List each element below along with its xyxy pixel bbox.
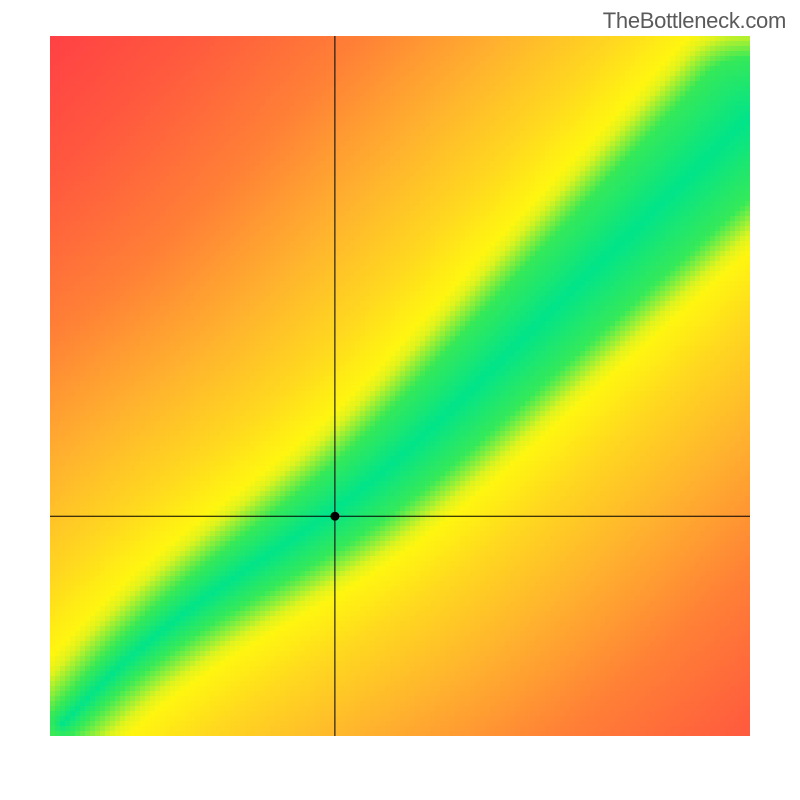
heatmap-canvas	[50, 36, 750, 736]
bottleneck-heatmap	[50, 36, 750, 736]
watermark-text: TheBottleneck.com	[603, 8, 786, 34]
